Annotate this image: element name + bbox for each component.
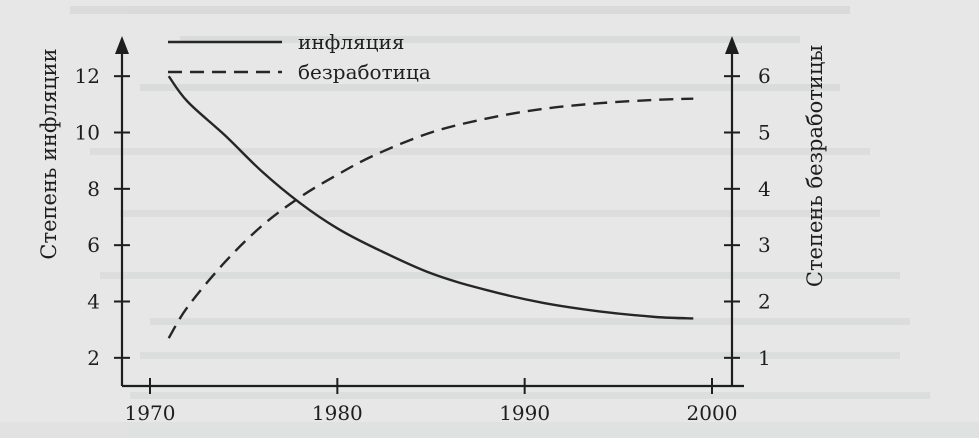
legend-label-unemployment: безработица	[298, 60, 431, 84]
paper-bleed-through	[0, 6, 979, 438]
right-y-axis-arrow	[725, 36, 739, 54]
left-tick-label: 8	[87, 177, 100, 201]
series-line-inflation	[167, 75, 694, 320]
left-y-axis-arrow	[115, 36, 129, 54]
right-tick-label: 3	[758, 233, 771, 257]
legend: инфляция безработица	[168, 30, 431, 84]
right-tick-label: 5	[758, 121, 771, 145]
right-tick-label: 1	[758, 346, 771, 370]
left-tick-label: 4	[87, 290, 100, 314]
x-tick-label: 1990	[499, 401, 550, 425]
right-tick-label: 4	[758, 177, 771, 201]
x-tick-label: 2000	[687, 401, 738, 425]
axes	[115, 36, 744, 388]
left-tick-label: 10	[75, 121, 100, 145]
left-tick-label: 6	[87, 233, 100, 257]
right-axis-label: Степень безработицы	[803, 45, 827, 287]
data-series	[167, 75, 694, 339]
left-tick-label: 12	[75, 64, 100, 88]
left-axis-label: Степень инфляции	[37, 48, 61, 259]
x-tick-label: 1980	[312, 401, 363, 425]
right-tick-label: 6	[758, 64, 771, 88]
left-tick-label: 2	[87, 346, 100, 370]
series-line-unemployment	[167, 97, 694, 339]
legend-label-inflation: инфляция	[298, 30, 404, 54]
right-tick-label: 2	[758, 290, 771, 314]
x-tick-label: 1970	[125, 401, 176, 425]
